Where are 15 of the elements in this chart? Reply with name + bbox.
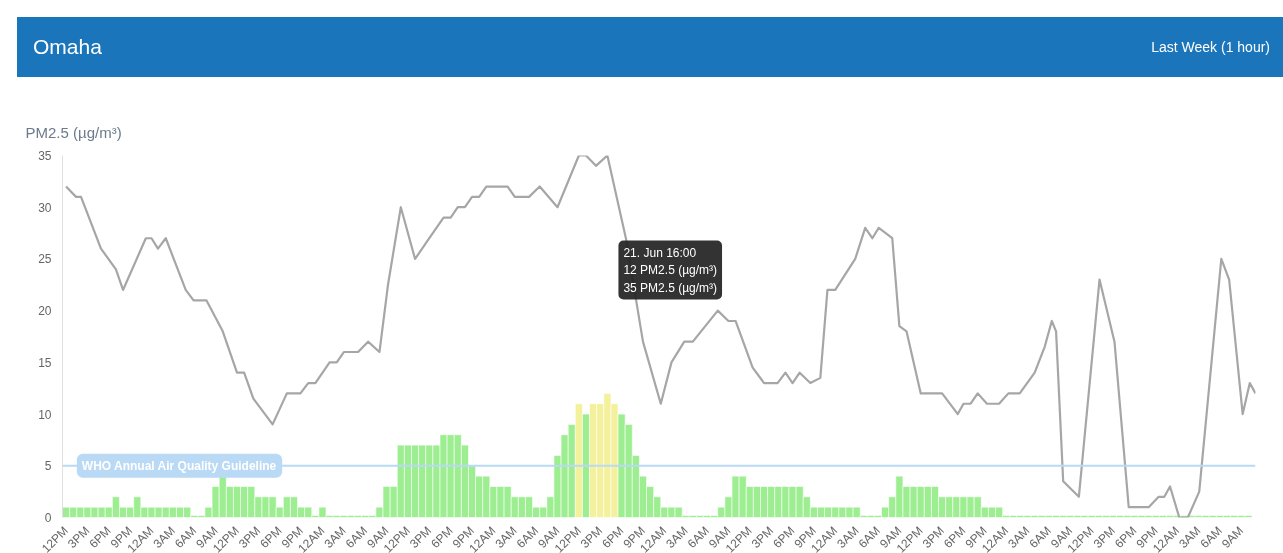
y-tick-label: 20 <box>38 304 52 319</box>
y-tick-label: 5 <box>44 459 52 474</box>
chart-subtitle: Last Week (1 hour) <box>1151 38 1270 57</box>
y-tick-label: 30 <box>38 200 52 215</box>
y-tick-label: 0 <box>44 511 52 525</box>
y-tick-label: 25 <box>38 252 52 267</box>
y-tick-label: 10 <box>38 407 52 422</box>
annotation: 21. Jun 16:00 <box>623 245 697 260</box>
y-axis-title: PM2.5 (µg/m³) <box>25 123 122 141</box>
chart-title: Omaha <box>33 34 102 60</box>
annotation: 12 PM2.5 (µg/m³) <box>623 263 718 278</box>
y-tick-label: 15 <box>38 355 52 370</box>
ref-line-label: WHO Annual Air Quality Guideline <box>81 458 277 473</box>
annotation: 35 PM2.5 (µg/m³) <box>623 280 718 295</box>
y-tick-label: 35 <box>38 149 52 163</box>
